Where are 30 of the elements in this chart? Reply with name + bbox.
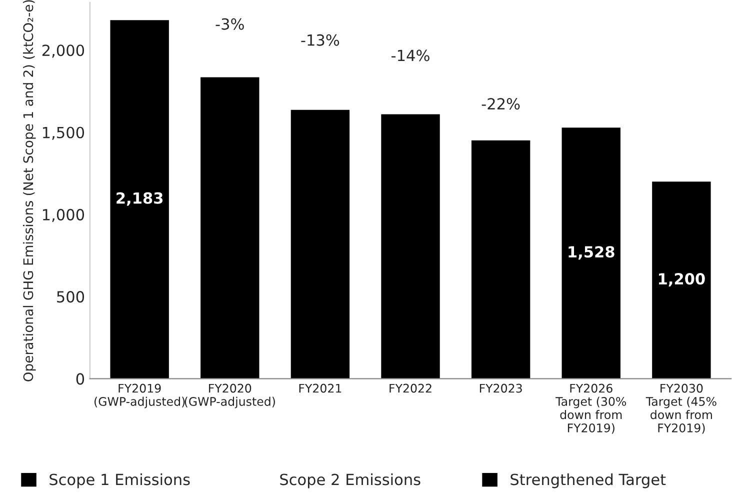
x-tick-label: FY2030 Target (45% down from FY2019) (646, 384, 716, 434)
bar (290, 110, 350, 379)
x-tick-label: FY2019 (GWP-adjusted) (94, 384, 185, 408)
bar (652, 182, 711, 379)
y-tick-label: 1,500 (42, 126, 84, 140)
annotation: -3% (216, 18, 244, 30)
x-tick-label: FY2021 (299, 384, 342, 393)
data-label: 1,528 (568, 246, 614, 260)
x-tick-label: FY2022 (390, 384, 432, 393)
y-tick-label: 0 (76, 373, 84, 385)
annotation: -13% (301, 34, 340, 46)
data-label: 2,183 (116, 192, 163, 206)
bar (562, 128, 620, 379)
x-tick-label: FY2020 (GWP-adjusted) (184, 384, 275, 408)
x-tick-label: FY2026 Target (30% down from FY2019) (556, 384, 626, 434)
y-tick-label: 500 (57, 291, 84, 303)
legend-label: Strengthened Target (510, 473, 666, 488)
bar (381, 114, 440, 379)
y-tick-label: 2,000 (42, 44, 84, 58)
x-tick-label: FY2023 (480, 384, 522, 393)
bar (110, 20, 169, 379)
bar (471, 140, 530, 379)
data-label: 1,200 (658, 273, 705, 287)
bar (200, 77, 260, 379)
annotation: -14% (392, 50, 430, 62)
legend-label: Scope 1 Emissions (50, 473, 190, 488)
text: Scope 2 Emissions (280, 473, 420, 488)
y-axis-title: Operational GHG Emissions (Net Scope 1 and 2) (ktCO₂-e) (22, 0, 36, 382)
annotation: -22% (482, 98, 520, 110)
y-tick-label: 1,000 (42, 208, 84, 222)
